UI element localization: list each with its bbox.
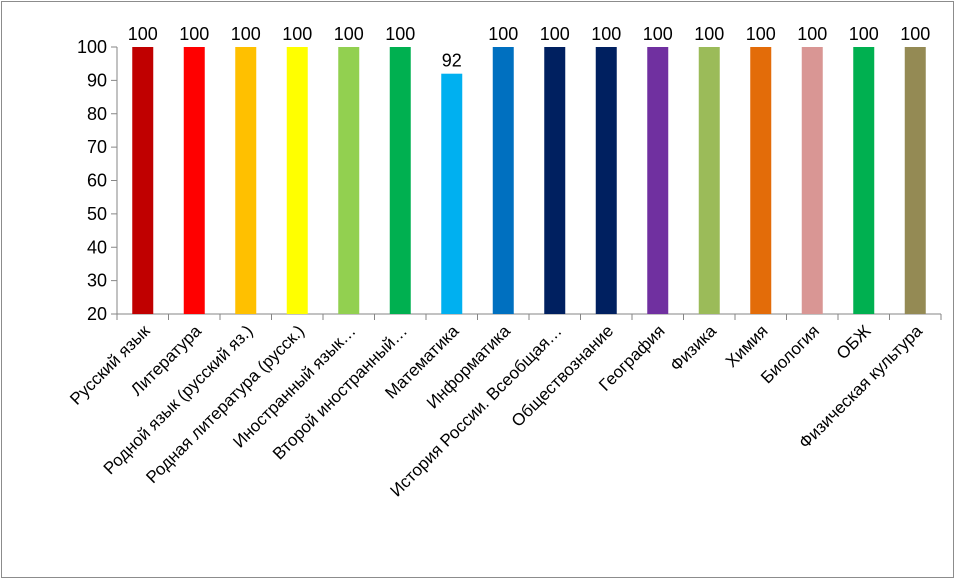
- y-tick-label: 40: [87, 237, 107, 257]
- data-label: 100: [334, 24, 364, 44]
- bar: [647, 47, 669, 314]
- y-tick-label: 30: [87, 271, 107, 291]
- data-label: 100: [643, 24, 673, 44]
- data-label: 100: [591, 24, 621, 44]
- data-label: 100: [488, 24, 518, 44]
- category-label: Химия: [722, 321, 772, 371]
- bar: [492, 47, 514, 314]
- bar: [750, 47, 772, 314]
- data-label: 100: [540, 24, 570, 44]
- bar: [183, 47, 205, 314]
- bar: [904, 47, 926, 314]
- y-tick-label: 100: [77, 37, 107, 57]
- data-label: 100: [797, 24, 827, 44]
- bar: [132, 47, 154, 314]
- y-tick-label: 50: [87, 204, 107, 224]
- bar: [595, 47, 617, 314]
- y-tick-label: 90: [87, 70, 107, 90]
- data-label: 100: [694, 24, 724, 44]
- data-label: 92: [442, 51, 462, 71]
- bar: [698, 47, 720, 314]
- bar: [338, 47, 360, 314]
- data-label: 100: [385, 24, 415, 44]
- data-label: 100: [849, 24, 879, 44]
- bar: [544, 47, 566, 314]
- data-label: 100: [282, 24, 312, 44]
- data-label: 100: [128, 24, 158, 44]
- data-label: 100: [746, 24, 776, 44]
- bar: [801, 47, 823, 314]
- data-label: 100: [900, 24, 930, 44]
- data-label: 100: [179, 24, 209, 44]
- bar: [286, 47, 308, 314]
- bar: [235, 47, 257, 314]
- bar: [441, 73, 463, 314]
- data-label: 100: [231, 24, 261, 44]
- y-tick-label: 60: [87, 171, 107, 191]
- category-label: ОБЖ: [833, 321, 875, 363]
- y-tick-label: 70: [87, 137, 107, 157]
- bar: [853, 47, 875, 314]
- bar: [389, 47, 411, 314]
- category-label: Физика: [666, 321, 720, 375]
- y-tick-label: 80: [87, 104, 107, 124]
- y-tick-label: 20: [87, 304, 107, 324]
